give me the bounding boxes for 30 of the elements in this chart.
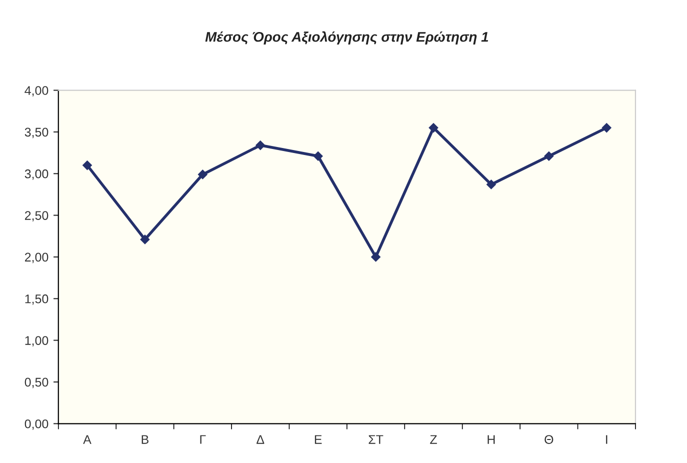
y-tick-label: 3,00 <box>24 169 48 180</box>
y-tick-label: 0,00 <box>24 419 48 430</box>
point <box>486 180 496 190</box>
point <box>544 152 554 161</box>
y-tick-label: 0,50 <box>24 378 48 388</box>
y-tick-label: 4,00 <box>24 86 48 96</box>
point <box>198 170 208 180</box>
point <box>82 160 92 170</box>
point <box>428 123 438 132</box>
x-tick-label: Ε <box>314 435 322 444</box>
x-tick-label: Α <box>83 435 92 444</box>
point <box>256 140 265 150</box>
x-tick-label: Β <box>142 435 148 444</box>
point <box>371 252 380 262</box>
point <box>313 152 323 161</box>
x-tick-label: ΣΤ <box>368 435 384 444</box>
y-tick-label: 2,00 <box>24 252 48 264</box>
y-tick-label: 1,00 <box>25 336 48 346</box>
x-tick-label: Γ <box>200 435 206 444</box>
y-tick-label: 1,50 <box>25 294 48 305</box>
x-tick-label: Ι <box>606 435 608 444</box>
point <box>602 123 612 132</box>
point <box>140 234 150 244</box>
y-tick-label: 2,50 <box>24 211 48 222</box>
chart-title: Μέσος Όρος Αξιολόγησης στην Ερώτηση 1 <box>205 31 488 45</box>
x-tick-label: Η <box>488 435 495 444</box>
y-tick-label: 3,50 <box>24 128 48 138</box>
x-tick-label: Θ <box>544 435 554 444</box>
x-tick-label: Δ <box>256 435 264 444</box>
x-tick-label: Ζ <box>430 435 437 444</box>
